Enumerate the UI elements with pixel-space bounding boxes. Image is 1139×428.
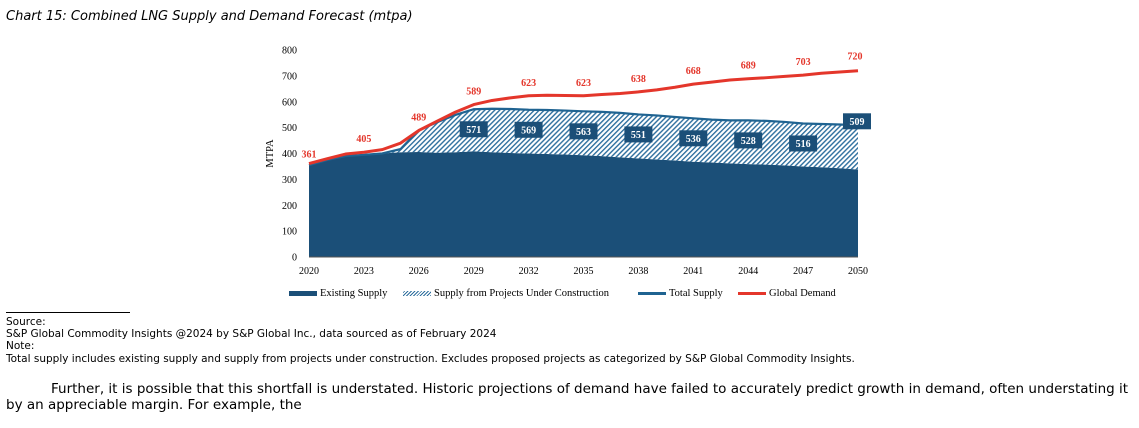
- chart-legend: Existing Supply Supply from Projects Und…: [0, 288, 1139, 304]
- demand-data-label: 361: [302, 150, 317, 161]
- y-tick-label: 200: [282, 201, 297, 212]
- supply-label-box: [679, 130, 708, 147]
- legend-swatch-total: [638, 292, 666, 295]
- legend-construction-supply: Supply from Projects Under Construction: [403, 288, 609, 299]
- supply-data-label: 563: [576, 127, 591, 138]
- supply-label-box: [459, 121, 488, 138]
- x-tick-label: 2032: [519, 266, 539, 277]
- demand-data-label: 638: [631, 74, 646, 85]
- demand-data-label: 623: [576, 78, 591, 89]
- supply-data-label: 571: [466, 125, 481, 136]
- legend-label-total: Total Supply: [669, 288, 723, 299]
- x-tick-label: 2026: [409, 266, 429, 277]
- demand-data-label: 668: [686, 66, 701, 77]
- note-text: Total supply includes existing supply an…: [6, 352, 855, 365]
- supply-label-box: [624, 126, 653, 143]
- legend-swatch-construction: [403, 291, 431, 296]
- y-tick-label: 0: [292, 253, 297, 264]
- lng-chart: 0 100 200 300 400 500 600 700 800 2020 2023 2026 202…: [265, 46, 871, 277]
- x-tick-label: 2020: [299, 266, 319, 277]
- total-supply-line: [308, 107, 859, 167]
- legend-swatch-demand: [738, 292, 766, 295]
- supply-data-label: 569: [521, 125, 536, 136]
- supply-label-box: [843, 113, 871, 130]
- chart-notes: Source: S&P Global Commodity Insights @2…: [6, 316, 855, 365]
- legend-label-existing: Existing Supply: [320, 288, 388, 299]
- supply-data-label: 509: [850, 117, 865, 128]
- note-label: Note:: [6, 340, 35, 353]
- legend-global-demand: Global Demand: [738, 288, 836, 299]
- supply-data-label: 536: [686, 134, 701, 145]
- demand-data-label: 703: [796, 57, 811, 68]
- demand-data-label: 589: [466, 87, 481, 98]
- existing-supply-area: [309, 151, 858, 257]
- supply-label-box: [734, 132, 763, 149]
- body-paragraph: Further, it is possible that this shortf…: [6, 381, 1129, 413]
- x-tick-label: 2050: [848, 266, 868, 277]
- y-tick-label: 500: [282, 123, 297, 134]
- legend-total-supply: Total Supply: [638, 288, 723, 299]
- y-tick-label: 600: [282, 97, 297, 108]
- x-tick-label: 2035: [574, 266, 594, 277]
- source-label: Source:: [6, 316, 46, 328]
- supply-data-label: 551: [631, 130, 646, 141]
- y-tick-label: 800: [282, 46, 297, 57]
- y-tick-label: 400: [282, 149, 297, 160]
- y-tick-label: 100: [282, 227, 297, 238]
- legend-label-construction: Supply from Projects Under Construction: [434, 288, 609, 299]
- x-tick-label: 2047: [793, 266, 813, 277]
- y-tick-label: 300: [282, 175, 297, 186]
- demand-data-label: 623: [521, 78, 536, 89]
- demand-data-label: 489: [411, 112, 426, 123]
- chart-title: Chart 15: Combined LNG Supply and Demand…: [6, 9, 413, 24]
- demand-data-label: 405: [356, 134, 371, 145]
- source-text: S&P Global Commodity Insights @2024 by S…: [6, 328, 497, 341]
- legend-existing-supply: Existing Supply: [289, 288, 387, 299]
- legend-label-demand: Global Demand: [769, 288, 836, 299]
- footnote-divider: [6, 312, 130, 313]
- x-tick-label: 2038: [628, 266, 648, 277]
- demand-data-label: 689: [741, 61, 756, 72]
- legend-swatch-existing: [289, 291, 317, 296]
- x-tick-label: 2041: [683, 266, 703, 277]
- supply-label-box: [514, 121, 543, 138]
- y-axis-label: MTPA: [265, 139, 276, 168]
- demand-data-label: 720: [848, 52, 863, 63]
- supply-label-box: [569, 123, 598, 140]
- supply-data-label: 528: [741, 136, 756, 147]
- y-tick-label: 700: [282, 71, 297, 82]
- global-demand-line: [308, 69, 859, 166]
- supply-label-box: [789, 135, 818, 152]
- supply-data-label: 516: [796, 139, 811, 150]
- x-tick-label: 2029: [464, 266, 484, 277]
- x-tick-label: 2023: [354, 266, 374, 277]
- x-tick-label: 2044: [738, 266, 758, 277]
